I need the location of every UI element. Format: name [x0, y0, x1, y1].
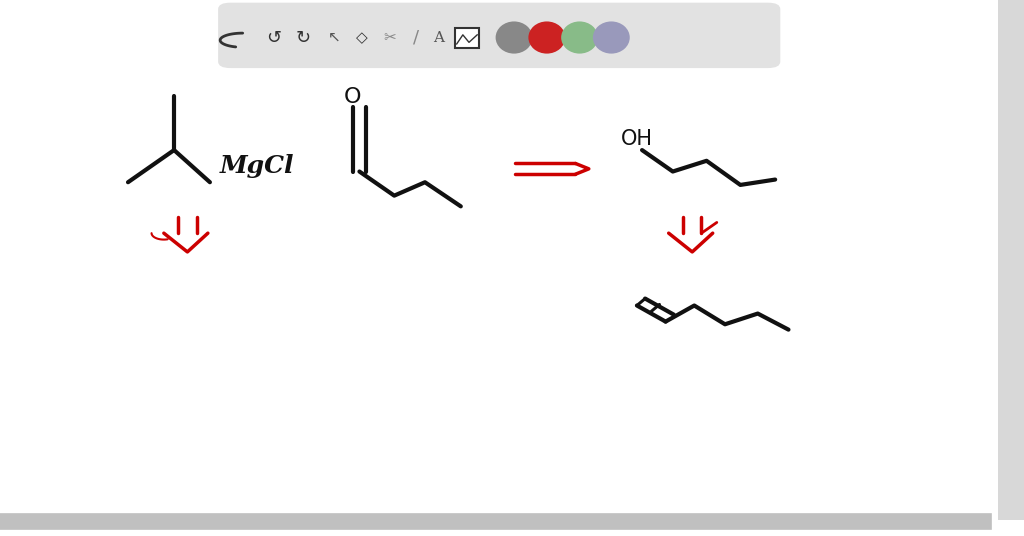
Ellipse shape	[593, 21, 630, 54]
Text: ◇: ◇	[355, 30, 368, 45]
Text: /: /	[413, 28, 419, 47]
Text: ↖: ↖	[328, 30, 340, 45]
Bar	[998, 0, 1024, 520]
Ellipse shape	[528, 21, 565, 54]
Text: A: A	[433, 31, 443, 44]
Ellipse shape	[561, 21, 598, 54]
FancyBboxPatch shape	[218, 3, 780, 68]
Ellipse shape	[496, 21, 532, 54]
Text: MgCl: MgCl	[220, 154, 295, 178]
Bar	[455, 28, 479, 48]
Text: ✂: ✂	[384, 30, 396, 45]
Text: ↻: ↻	[296, 28, 310, 47]
Text: ↺: ↺	[266, 28, 281, 47]
Text: OH: OH	[621, 129, 653, 149]
Text: O: O	[343, 87, 361, 107]
